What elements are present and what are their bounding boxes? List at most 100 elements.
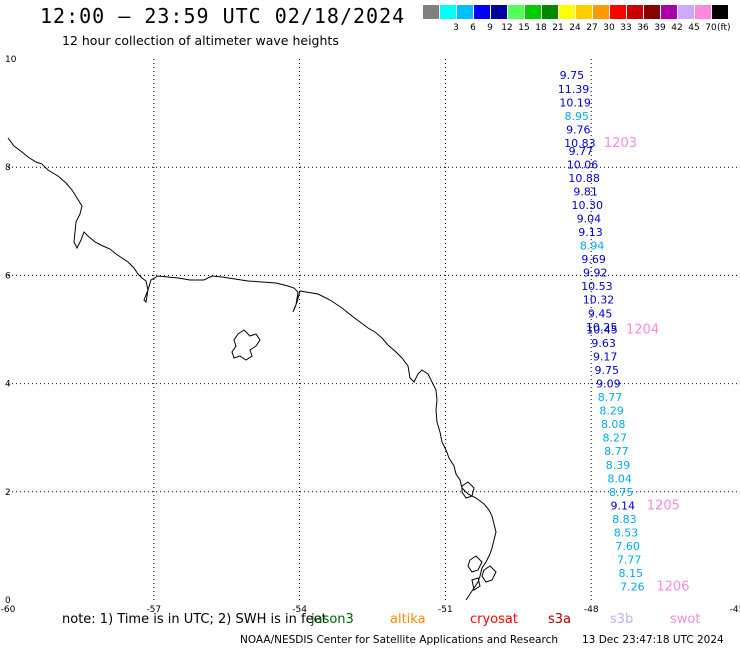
- wave-height-value: 9.09: [596, 378, 621, 391]
- color-swatch: [661, 5, 677, 19]
- latitude-tick-label: 6: [5, 271, 11, 281]
- generated-timestamp: 13 Dec 23:47:18 UTC 2024: [582, 634, 724, 646]
- wave-height-value: 9.76: [566, 123, 591, 136]
- page-title: 12:00 – 23:59 UTC 02/18/2024: [40, 4, 406, 28]
- wave-height-value: 8.83: [612, 513, 637, 526]
- wave-height-value: 9.45: [588, 307, 613, 320]
- color-swatch: [678, 5, 694, 19]
- wave-height-value: 9.63: [591, 337, 616, 350]
- satellite-legend-item: s3b: [610, 612, 634, 627]
- wave-height-value: 9.77: [569, 145, 594, 158]
- wave-height-value: 8.77: [604, 445, 629, 458]
- coastline: [7, 137, 497, 601]
- pass-time-label: 1203: [604, 136, 637, 151]
- color-legend-unit: (ft): [717, 23, 731, 33]
- wave-height-value: 9.13: [578, 226, 603, 239]
- satellite-legend-item: cryosat: [470, 612, 518, 627]
- color-swatch: [423, 5, 439, 19]
- footer-note: note: 1) Time is in UTC; 2) SWH is in fe…: [62, 612, 327, 627]
- color-swatch: [440, 5, 456, 19]
- graticule: [8, 59, 737, 600]
- wave-height-value: 9.75: [595, 364, 620, 377]
- longitude-tick-label: -54: [292, 605, 307, 615]
- color-swatch: [593, 5, 609, 19]
- color-swatch-label: 24: [569, 23, 581, 33]
- wave-height-value: 9.14: [611, 499, 636, 512]
- altimeter-track: 9.7511.3910.198.959.7610.839.7710.0610.8…: [558, 69, 690, 594]
- wave-height-value: 9.92: [583, 267, 608, 280]
- color-swatch-label: 45: [688, 23, 700, 33]
- wave-height-value: 10.83: [564, 137, 596, 150]
- wave-height-value: 8.08: [601, 418, 626, 431]
- color-swatch: [508, 5, 524, 19]
- color-swatch: [525, 5, 541, 19]
- color-swatch: [491, 5, 507, 19]
- wave-height-value: 9.81: [573, 186, 598, 199]
- longitude-tick-label: -48: [584, 605, 599, 615]
- wave-height-value: 7.77: [617, 553, 642, 566]
- longitude-tick-label: -51: [438, 605, 453, 615]
- coastline-lake: [231, 329, 261, 361]
- color-swatch: [474, 5, 490, 19]
- color-swatch: [610, 5, 626, 19]
- wave-height-value: 9.69: [581, 253, 606, 266]
- color-swatch-label: 27: [586, 23, 598, 33]
- axis-ticks: -60 -57 -54 -51 -48 -45 10 8 6 4 2 0: [1, 55, 740, 615]
- color-swatch-label: 6: [470, 23, 476, 33]
- wave-height-value: 8.94: [580, 240, 605, 253]
- latitude-tick-label: 0: [5, 596, 11, 606]
- wave-height-value: 11.39: [558, 83, 590, 96]
- color-swatch: [559, 5, 575, 19]
- pass-time-label: 1204: [626, 323, 659, 338]
- wave-height-value: 8.04: [607, 472, 632, 485]
- latitude-tick-label: 2: [5, 488, 11, 498]
- satellite-legend-item: altika: [390, 612, 426, 627]
- color-swatch-label: 33: [620, 23, 632, 33]
- color-swatch-label: 9: [487, 23, 493, 33]
- longitude-tick-label: -45: [730, 605, 740, 615]
- coastline-delta: [461, 481, 497, 591]
- wave-height-value: 8.27: [603, 432, 628, 445]
- wave-height-value: 8.15: [619, 567, 644, 580]
- longitude-tick-label: -60: [1, 605, 16, 615]
- wave-height-value: 8.39: [606, 459, 631, 472]
- wave-height-value: 10.45: [586, 324, 618, 337]
- color-swatch-label: 42: [671, 23, 683, 33]
- color-swatch: [457, 5, 473, 19]
- page-subtitle: 12 hour collection of altimeter wave hei…: [62, 33, 339, 48]
- color-swatch: [712, 5, 728, 19]
- wave-height-value: 8.29: [599, 405, 624, 418]
- color-swatch-label: 15: [518, 23, 530, 33]
- coastline-mainland: [7, 137, 497, 601]
- latitude-tick-label: 10: [5, 55, 17, 65]
- satellite-legend-item: s3a: [548, 612, 572, 627]
- color-swatch-label: 30: [603, 23, 615, 33]
- wave-height-value: 9.04: [577, 213, 602, 226]
- pass-time-label: 1205: [647, 498, 680, 513]
- color-swatch-label: 70: [705, 23, 717, 33]
- satellite-legend-item: jason3: [311, 612, 354, 627]
- color-swatch-label: 39: [654, 23, 666, 33]
- latitude-tick-label: 4: [5, 380, 11, 390]
- color-swatch-label: 21: [552, 23, 564, 33]
- wave-height-value: 9.75: [560, 69, 585, 82]
- color-swatch-label: 3: [453, 23, 459, 33]
- color-swatch-label: 18: [535, 23, 547, 33]
- longitude-tick-label: -57: [146, 605, 161, 615]
- wave-height-value: 10.19: [559, 96, 591, 109]
- wave-height-value: 7.60: [615, 540, 640, 553]
- color-swatch-label: 12: [501, 23, 513, 33]
- wave-height-value: 8.75: [609, 486, 634, 499]
- color-swatch-label: 36: [637, 23, 649, 33]
- wave-height-value: 8.53: [614, 526, 639, 539]
- wave-height-value: 10.25: [586, 321, 618, 334]
- color-swatch: [644, 5, 660, 19]
- pass-time-label: 1206: [656, 579, 689, 594]
- color-swatch: [576, 5, 592, 19]
- wave-height-value: 8.95: [564, 110, 589, 123]
- color-swatch: [695, 5, 711, 19]
- credit-line: NOAA/NESDIS Center for Satellite Applica…: [240, 634, 558, 646]
- wave-height-value: 10.32: [583, 294, 615, 307]
- wave-height-value: 10.53: [581, 280, 613, 293]
